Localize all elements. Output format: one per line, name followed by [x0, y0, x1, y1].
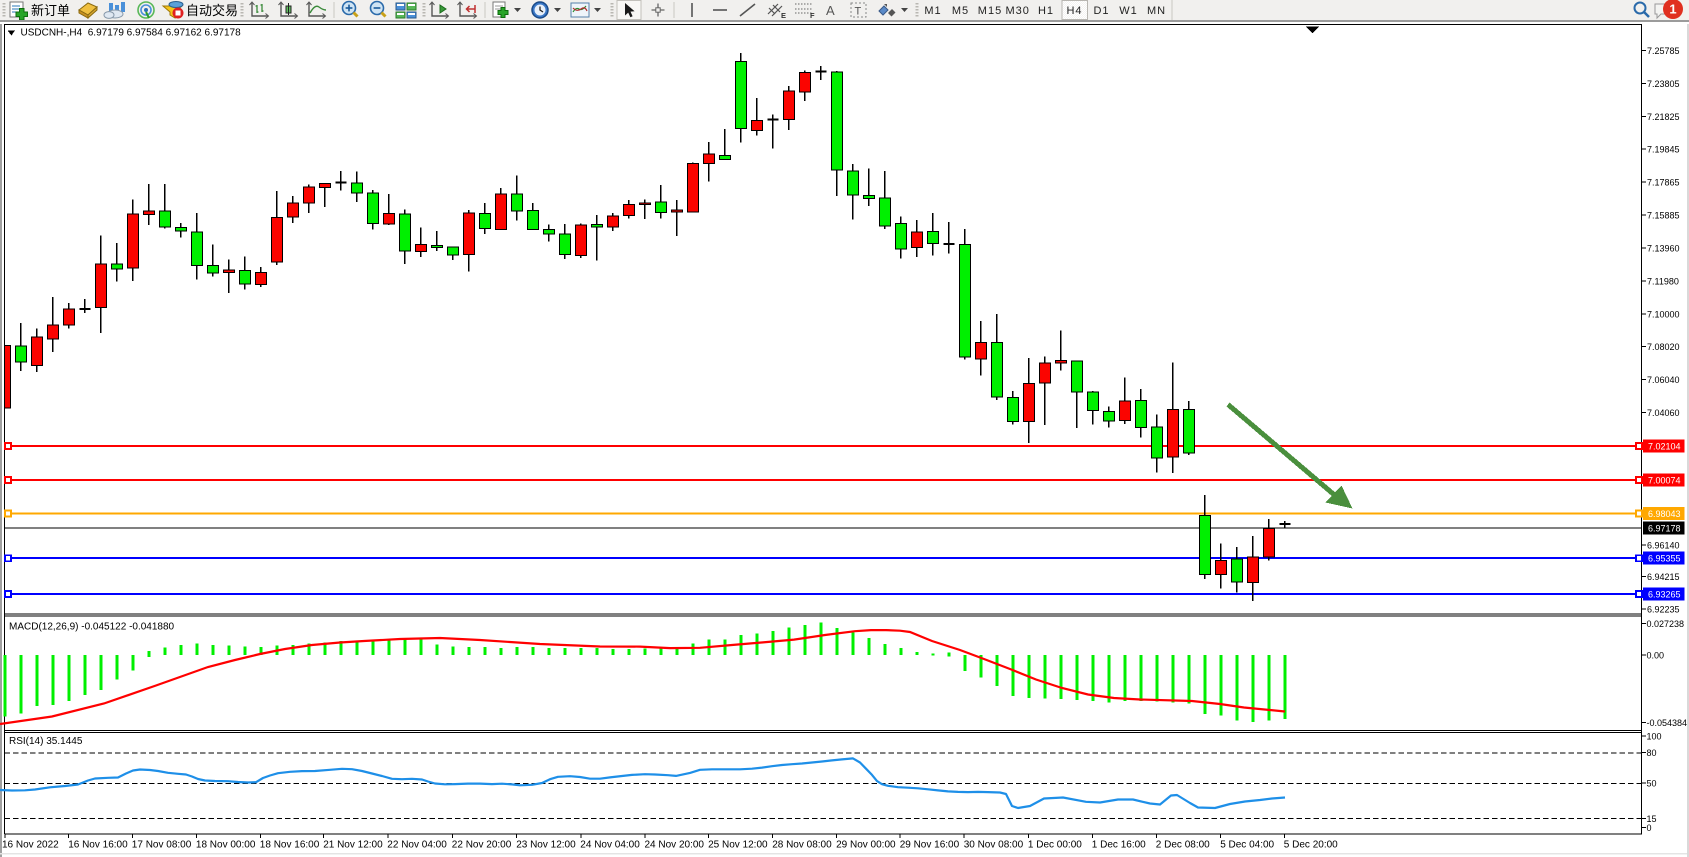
svg-text:M5: M5 [952, 5, 969, 17]
svg-text:7.02104: 7.02104 [1648, 442, 1681, 452]
svg-text:1: 1 [1669, 2, 1676, 17]
svg-text:7.25785: 7.25785 [1647, 46, 1680, 56]
svg-text:USDCNH-,H4 6.97179 6.97584 6.: USDCNH-,H4 6.97179 6.97584 6.97162 6.971… [21, 28, 242, 39]
svg-text:7.11980: 7.11980 [1647, 277, 1679, 287]
svg-text:6.92235: 6.92235 [1647, 605, 1680, 615]
svg-text:2 Dec 08:00: 2 Dec 08:00 [1156, 840, 1210, 851]
svg-text:22 Nov 04:00: 22 Nov 04:00 [387, 840, 447, 851]
svg-text:18 Nov 00:00: 18 Nov 00:00 [196, 840, 256, 851]
svg-text:W1: W1 [1119, 5, 1138, 17]
svg-text:M15: M15 [978, 5, 1002, 17]
svg-text:6.96140: 6.96140 [1647, 541, 1680, 551]
svg-text:0.00: 0.00 [1647, 651, 1665, 661]
svg-text:6.94215: 6.94215 [1647, 572, 1680, 582]
svg-text:MN: MN [1147, 5, 1166, 17]
svg-text:H1: H1 [1038, 5, 1054, 17]
svg-text:新订单: 新订单 [31, 3, 70, 18]
svg-text:25 Nov 12:00: 25 Nov 12:00 [708, 840, 768, 851]
svg-text:-0.054384: -0.054384 [1647, 718, 1688, 728]
svg-text:28 Nov 08:00: 28 Nov 08:00 [772, 840, 832, 851]
svg-text:MACD(12,26,9) -0.045122 -0.041: MACD(12,26,9) -0.045122 -0.041880 [9, 622, 175, 633]
svg-text:M30: M30 [1005, 5, 1029, 17]
svg-text:5 Dec 20:00: 5 Dec 20:00 [1284, 840, 1338, 851]
svg-text:7.00074: 7.00074 [1648, 476, 1681, 486]
svg-text:7.15885: 7.15885 [1647, 211, 1680, 221]
svg-text:7.06040: 7.06040 [1647, 375, 1680, 385]
svg-text:F: F [810, 11, 815, 20]
svg-text:15: 15 [1647, 814, 1657, 824]
svg-text:7.10000: 7.10000 [1647, 310, 1680, 320]
svg-text:1 Dec 16:00: 1 Dec 16:00 [1092, 840, 1146, 851]
svg-text:M1: M1 [924, 5, 941, 17]
svg-text:6.98043: 6.98043 [1648, 509, 1681, 519]
svg-text:80: 80 [1647, 748, 1657, 758]
svg-text:16 Nov 2022: 16 Nov 2022 [2, 840, 59, 851]
svg-text:7.17865: 7.17865 [1647, 178, 1680, 188]
svg-text:18 Nov 16:00: 18 Nov 16:00 [260, 840, 320, 851]
svg-text:100: 100 [1647, 732, 1662, 742]
svg-text:16 Nov 16:00: 16 Nov 16:00 [68, 840, 128, 851]
svg-text:7.19845: 7.19845 [1647, 145, 1680, 155]
svg-text:23 Nov 12:00: 23 Nov 12:00 [516, 840, 576, 851]
svg-text:自动交易: 自动交易 [186, 3, 238, 18]
svg-text:E: E [781, 11, 786, 20]
svg-text:RSI(14) 35.1445: RSI(14) 35.1445 [9, 736, 83, 747]
svg-text:6.95355: 6.95355 [1648, 554, 1681, 564]
svg-text:D1: D1 [1093, 5, 1109, 17]
svg-text:30 Nov 08:00: 30 Nov 08:00 [964, 840, 1024, 851]
svg-text:7.13960: 7.13960 [1647, 244, 1680, 254]
svg-text:5 Dec 04:00: 5 Dec 04:00 [1220, 840, 1274, 851]
svg-text:0.027238: 0.027238 [1647, 619, 1685, 629]
svg-text:29 Nov 00:00: 29 Nov 00:00 [836, 840, 896, 851]
svg-text:6.97178: 6.97178 [1648, 523, 1681, 533]
svg-text:50: 50 [1647, 779, 1657, 789]
svg-text:24 Nov 04:00: 24 Nov 04:00 [580, 840, 640, 851]
svg-text:6.93265: 6.93265 [1648, 590, 1681, 600]
svg-text:17 Nov 08:00: 17 Nov 08:00 [132, 840, 192, 851]
svg-text:21 Nov 12:00: 21 Nov 12:00 [323, 840, 383, 851]
svg-text:7.21825: 7.21825 [1647, 112, 1680, 122]
svg-text:22 Nov 20:00: 22 Nov 20:00 [452, 840, 512, 851]
svg-text:24 Nov 20:00: 24 Nov 20:00 [645, 840, 705, 851]
svg-text:7.08020: 7.08020 [1647, 342, 1680, 352]
svg-text:29 Nov 16:00: 29 Nov 16:00 [900, 840, 960, 851]
svg-text:7.04060: 7.04060 [1647, 408, 1680, 418]
svg-text:1 Dec 00:00: 1 Dec 00:00 [1028, 840, 1082, 851]
svg-text:A: A [826, 3, 835, 18]
svg-text:0: 0 [1647, 823, 1652, 833]
svg-text:H4: H4 [1066, 5, 1082, 17]
svg-text:7.23805: 7.23805 [1647, 79, 1680, 89]
svg-text:T: T [855, 6, 862, 18]
